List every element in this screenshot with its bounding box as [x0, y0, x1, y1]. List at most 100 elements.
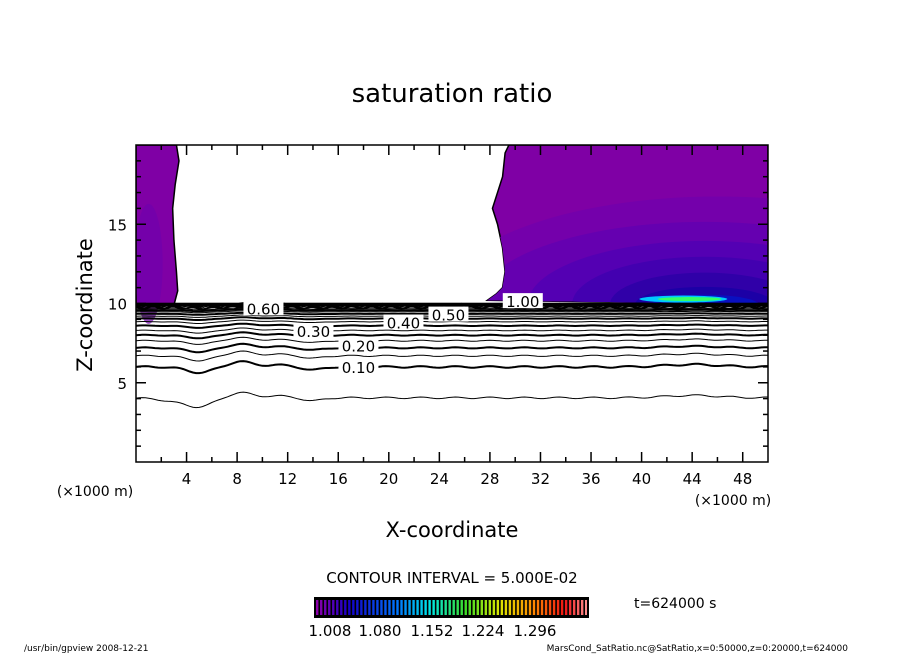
colorbar-segment	[520, 600, 524, 615]
x-tick-label: 44	[683, 470, 702, 488]
y-tick-labels: 5 10 15	[108, 216, 127, 393]
colorbar-segment	[488, 600, 492, 615]
x-tick-label: 16	[329, 470, 348, 488]
colorbar-segment	[504, 600, 508, 615]
x-tick-labels: 4 8 12 16 20 24 28 32 36 40 44 48	[182, 470, 752, 488]
colorbar-segment	[572, 600, 576, 615]
contour-label: 0.40	[387, 315, 420, 333]
colorbar-segment	[560, 600, 564, 615]
colorbar-segment	[412, 600, 415, 615]
colorbar-segment	[324, 600, 327, 615]
contour-line	[136, 336, 768, 345]
colorbar-segment	[364, 600, 367, 615]
colorbar-segment	[544, 600, 548, 615]
colorbar-segment	[536, 600, 540, 615]
colorbar-segment	[540, 600, 544, 615]
colorbar-segment	[340, 600, 343, 615]
contour-labels: 0.10 0.20 0.30 0.40 0.50 0.60 1.00	[243, 293, 543, 377]
contour-cluster-top	[136, 302, 768, 307]
contour-line	[136, 331, 768, 340]
x-tick-label: 36	[581, 470, 600, 488]
contour-line	[136, 322, 768, 329]
colorbar-segment	[328, 600, 331, 615]
colorbar-segment	[456, 600, 459, 615]
colorbar-labels: 1.008 1.080 1.152 1.224 1.296	[309, 622, 557, 640]
colorbar-segment	[336, 600, 339, 615]
chart-title: saturation ratio	[352, 79, 553, 109]
colorbar-label: 1.008	[309, 622, 352, 640]
colorbar-label: 1.224	[462, 622, 505, 640]
contour-label: 1.00	[506, 293, 539, 311]
colorbar-segment	[468, 600, 471, 615]
shaded-layer	[635, 286, 768, 305]
contour-label: 0.60	[247, 300, 280, 318]
contour-label: 0.30	[297, 323, 330, 341]
footer-left: /usr/bin/gpview 2008-12-21	[24, 644, 148, 654]
colorbar-segment	[500, 600, 504, 615]
colorbar-label: 1.080	[359, 622, 402, 640]
colorbar-frame	[314, 597, 589, 618]
colorbar-segment	[472, 600, 475, 615]
colorbar-segment	[416, 600, 419, 615]
colorbar-segment	[556, 600, 560, 615]
y-tick-label: 10	[108, 296, 127, 314]
colorbar-segment	[460, 600, 463, 615]
axis-ticks	[136, 145, 768, 462]
shaded-layer	[572, 256, 768, 305]
shaded-peak	[657, 297, 722, 302]
colorbar-segment	[516, 600, 520, 615]
y-tick-label: 15	[108, 216, 127, 234]
x-tick-label: 48	[733, 470, 752, 488]
colorbar-segment	[396, 600, 399, 615]
colorbar-segment	[368, 600, 371, 615]
colorbar-segment	[380, 600, 383, 615]
colorbar-segment	[584, 600, 588, 615]
colorbar-segment	[552, 600, 556, 615]
contour-label: 0.50	[432, 307, 465, 325]
x-axis-label: X-coordinate	[386, 518, 519, 542]
colorbar-segment	[528, 600, 532, 615]
colorbar-segment	[512, 600, 516, 615]
x-tick-label: 4	[182, 470, 192, 488]
colorbar-segment	[408, 600, 411, 615]
colorbar-segment	[404, 600, 407, 615]
colorbar-segment	[576, 600, 580, 615]
colorbar-segment	[316, 600, 319, 615]
colorbar-segment	[476, 600, 479, 615]
contour-label-bg	[338, 337, 379, 353]
colorbar-segment	[388, 600, 391, 615]
colorbar-segment	[392, 600, 395, 615]
colorbar-segment	[432, 600, 435, 615]
colorbar-segment	[376, 600, 379, 615]
contour-label-bg	[383, 314, 424, 330]
colorbar-label: 1.296	[514, 622, 557, 640]
contour-label-bg	[243, 300, 284, 316]
x-tick-label: 12	[278, 470, 297, 488]
colorbar-segment	[428, 600, 431, 615]
colorbar-segment	[464, 600, 467, 615]
x-tick-label: 40	[632, 470, 651, 488]
x-unit-label-right: (×1000 m)	[695, 493, 771, 509]
shaded-layer-left	[136, 203, 163, 324]
x-tick-label: 8	[232, 470, 242, 488]
colorbar-segment	[424, 600, 427, 615]
y-axis-label: Z-coordinate	[73, 238, 97, 372]
colorbar-segment	[352, 600, 355, 615]
colorbar-segment	[564, 600, 568, 615]
colorbar-segment	[448, 600, 451, 615]
colorbar-segment	[384, 600, 387, 615]
contour-line	[136, 327, 768, 334]
colorbar-label: 1.152	[411, 622, 454, 640]
contour-line	[136, 391, 768, 409]
contour-line	[136, 360, 768, 375]
contour-line	[136, 350, 768, 362]
footer-right: MarsCond_SatRatio.nc@SatRatio,x=0:50000,…	[547, 644, 849, 654]
colorbar-segment	[484, 600, 488, 615]
y-tick-label: 5	[117, 375, 127, 393]
colorbar-segment	[360, 600, 363, 615]
colorbar-segment	[452, 600, 455, 615]
contour-line	[136, 342, 768, 354]
x-tick-label: 24	[430, 470, 449, 488]
colorbar-segment	[332, 600, 335, 615]
colorbar-segment	[568, 600, 572, 615]
